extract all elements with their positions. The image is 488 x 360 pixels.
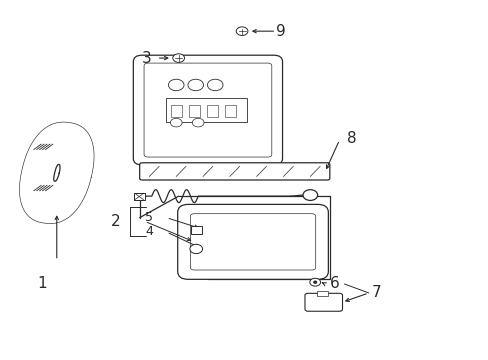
Bar bbox=[190, 226, 201, 234]
Circle shape bbox=[303, 190, 317, 201]
Circle shape bbox=[172, 54, 184, 62]
FancyBboxPatch shape bbox=[190, 214, 315, 270]
Circle shape bbox=[309, 278, 320, 286]
Circle shape bbox=[189, 244, 202, 254]
Bar bbox=[207, 105, 218, 117]
Circle shape bbox=[313, 281, 316, 283]
Bar bbox=[134, 193, 144, 201]
FancyBboxPatch shape bbox=[133, 55, 282, 165]
FancyBboxPatch shape bbox=[305, 293, 342, 311]
Text: 1: 1 bbox=[37, 276, 47, 292]
Text: 3: 3 bbox=[142, 50, 152, 66]
FancyBboxPatch shape bbox=[144, 63, 271, 157]
Bar bbox=[171, 105, 182, 117]
Circle shape bbox=[187, 79, 203, 91]
Text: 8: 8 bbox=[346, 131, 356, 146]
Circle shape bbox=[192, 118, 203, 127]
Text: 4: 4 bbox=[145, 225, 153, 238]
Circle shape bbox=[207, 79, 223, 91]
Circle shape bbox=[236, 27, 247, 36]
Polygon shape bbox=[54, 165, 60, 181]
FancyBboxPatch shape bbox=[140, 163, 329, 180]
Circle shape bbox=[168, 79, 183, 91]
Text: 5: 5 bbox=[145, 211, 153, 224]
Circle shape bbox=[170, 118, 182, 127]
Bar bbox=[189, 105, 200, 117]
FancyBboxPatch shape bbox=[177, 204, 328, 279]
Text: 7: 7 bbox=[370, 285, 380, 301]
Bar bbox=[317, 291, 328, 296]
Bar bbox=[225, 105, 236, 117]
Text: 2: 2 bbox=[110, 214, 120, 229]
Bar bbox=[166, 98, 246, 122]
Text: 6: 6 bbox=[329, 276, 339, 292]
Text: 9: 9 bbox=[276, 24, 285, 39]
